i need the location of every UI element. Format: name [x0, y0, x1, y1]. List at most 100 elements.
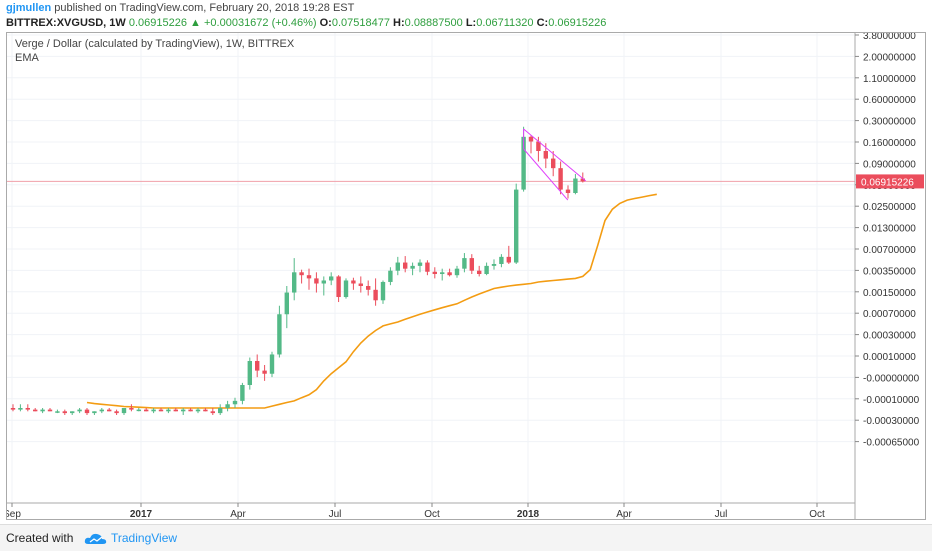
candle-body — [329, 276, 334, 281]
candle-body — [70, 411, 75, 414]
candle-body — [195, 409, 201, 412]
candle-body — [92, 411, 97, 414]
candle-body — [166, 409, 171, 412]
candle-body — [277, 314, 282, 355]
candle-body — [62, 411, 67, 414]
candle-body — [188, 409, 193, 412]
symbol-bar: BITTREX:XVGUSD, 1W 0.06915226 ▲ +0.00031… — [6, 17, 606, 29]
price-tick-label: 0.09000000 — [863, 159, 916, 170]
candle-body — [447, 272, 452, 276]
candle-body — [491, 263, 497, 266]
candle-body — [514, 189, 519, 263]
time-tick-label: Apr — [230, 509, 246, 519]
price-tick-label: 0.30000000 — [863, 117, 916, 128]
price-tick-label: 3.80000000 — [863, 33, 916, 42]
candle-body — [225, 404, 230, 408]
last-price-label-bg — [856, 174, 924, 189]
candle-body — [18, 408, 23, 410]
candle-body — [121, 408, 127, 414]
candle-body — [136, 409, 141, 412]
candle-body — [462, 258, 467, 269]
price-tick-label: -0.00000000 — [863, 373, 920, 384]
candle-body — [292, 272, 297, 293]
candle-body — [107, 409, 112, 412]
candle-body — [403, 262, 408, 269]
price-chart[interactable]: 3.80000000 2.00000000 1.10000000 0.60000000… — [7, 33, 925, 519]
price-tick-label: 0.01300000 — [863, 224, 916, 235]
candles — [10, 126, 585, 415]
channel-drawing — [523, 128, 587, 201]
candle-body — [558, 168, 563, 190]
price-tick-label: -0.00030000 — [863, 416, 920, 427]
candle-body — [181, 409, 186, 412]
candle-body — [366, 286, 371, 290]
grid — [7, 33, 855, 503]
created-with-text: Created with — [6, 531, 74, 545]
candle-body — [536, 141, 541, 151]
tradingview-cloud-icon — [84, 533, 107, 544]
candle-body — [25, 408, 30, 410]
open-label: O: — [319, 17, 332, 29]
candle-body — [255, 360, 260, 371]
candle-body — [343, 280, 349, 298]
chart-title: Verge / Dollar (calculated by TradingVie… — [15, 38, 295, 50]
candle-body — [321, 280, 326, 284]
candle-body — [55, 411, 60, 413]
time-tick-label: Jul — [329, 509, 342, 519]
candle-body — [506, 256, 511, 263]
tradingview-brand-link[interactable]: TradingView — [111, 531, 178, 545]
candle-body — [269, 354, 275, 374]
candle-body — [218, 408, 223, 414]
candle-body — [203, 409, 208, 412]
price-axis: 3.80000000 2.00000000 1.10000000 0.60000000… — [855, 33, 924, 449]
price-tick-label: 1.10000000 — [863, 74, 916, 85]
candle-body — [232, 400, 238, 405]
candle-body — [336, 276, 341, 298]
time-tick-label: 2018 — [517, 509, 540, 519]
low-value: 0.06711320 — [476, 17, 534, 29]
candle-body — [114, 411, 119, 414]
candle-body — [77, 409, 82, 412]
close-label: C: — [536, 17, 549, 29]
price-tick-label: -0.00065000 — [863, 438, 920, 449]
time-tick-label: Oct — [809, 509, 825, 519]
price-tick-label: 0.60000000 — [863, 95, 916, 106]
publish-info: gjmullen published on TradingView.com, F… — [6, 2, 354, 14]
candle-body — [247, 360, 252, 385]
candle-body — [565, 189, 571, 193]
ema-legend: EMA — [15, 52, 40, 64]
candle-body — [528, 136, 534, 142]
candle-body — [40, 409, 45, 412]
candle-body — [417, 262, 423, 266]
candle-body — [99, 409, 104, 412]
candle-body — [284, 292, 289, 315]
candle-body — [358, 283, 363, 286]
price-tick-label: 0.00700000 — [863, 245, 916, 256]
candle-body — [351, 280, 356, 284]
candle-body — [477, 270, 482, 275]
candle-body — [454, 268, 460, 276]
time-axis: Sep 2017 Apr Jul Oct 2018 Apr Jul Oct — [7, 503, 825, 519]
footer: Created with TradingView — [0, 524, 932, 551]
symbol: BITTREX:XVGUSD, 1W — [6, 17, 126, 29]
price-tick-label: 2.00000000 — [863, 52, 916, 63]
chart-container[interactable]: 3.80000000 2.00000000 1.10000000 0.60000000… — [6, 32, 926, 520]
candle-body — [521, 136, 526, 190]
price-tick-label: -0.00010000 — [863, 395, 920, 406]
price-tick-label: 0.00010000 — [863, 352, 916, 363]
author-link[interactable]: gjmullen — [6, 2, 52, 14]
candle-body — [580, 178, 585, 182]
price-tick-label: 0.00070000 — [863, 309, 916, 320]
candle-body — [380, 281, 386, 301]
price-tick-label: 0.00350000 — [863, 266, 916, 277]
candle-body — [299, 272, 304, 276]
time-tick-label: Apr — [616, 509, 632, 519]
time-tick-label: Jul — [715, 509, 728, 519]
up-arrow-icon: ▲ — [190, 17, 201, 29]
candle-body — [432, 271, 437, 275]
price-tick-label: 0.00030000 — [863, 331, 916, 342]
candle-body — [240, 384, 245, 401]
channel-upper-line — [523, 128, 587, 182]
candle-body — [440, 272, 445, 275]
open-value: 0.07518477 — [331, 17, 390, 29]
